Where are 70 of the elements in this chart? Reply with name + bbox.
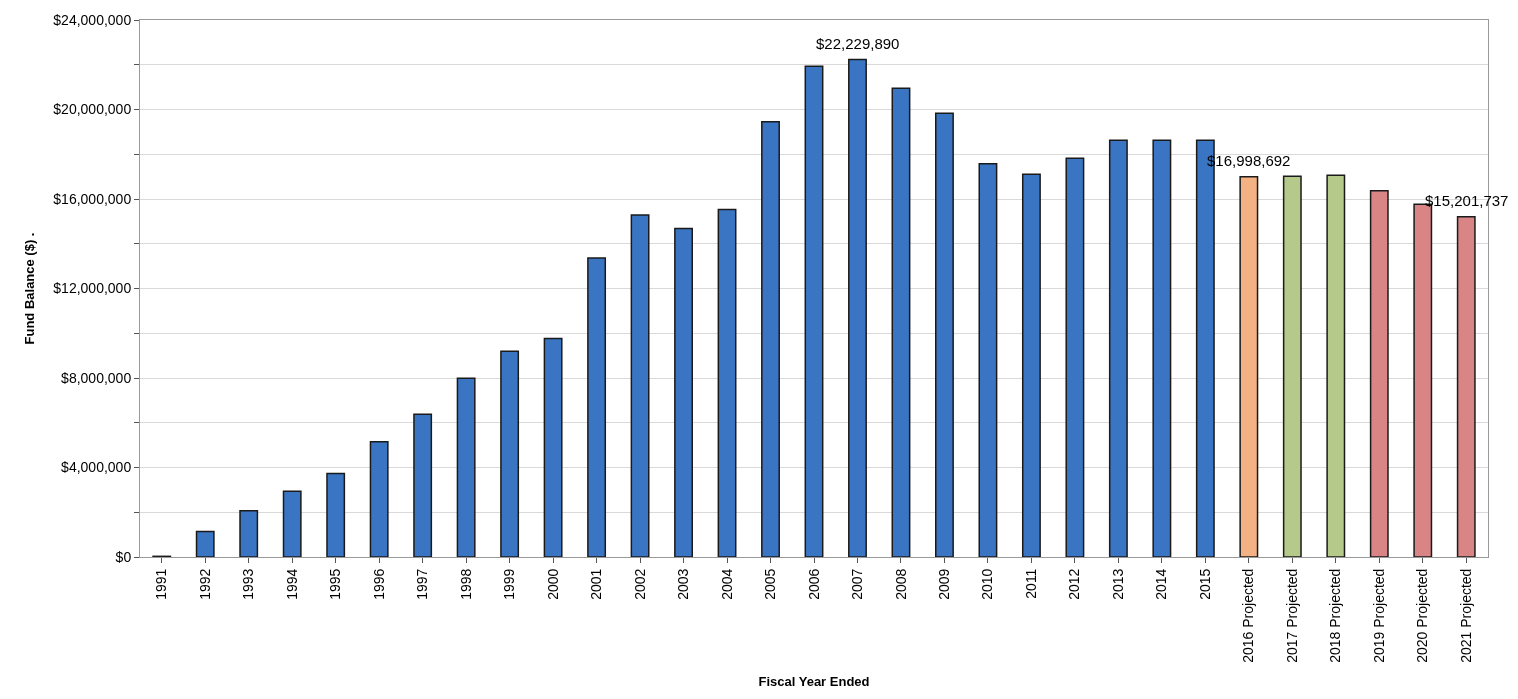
x-tick-label: 2019 Projected <box>1370 568 1387 663</box>
x-tick-label: 1994 <box>283 568 300 600</box>
x-tick-label: 1995 <box>327 568 344 600</box>
bar <box>587 257 607 557</box>
y-tick-label: $4,000,000 <box>61 459 132 476</box>
bar <box>500 350 520 557</box>
x-tick-label: 2009 <box>936 568 952 600</box>
bar <box>978 162 998 557</box>
x-tick-label: 2004 <box>718 568 735 600</box>
x-tick-label: 2007 <box>849 568 866 600</box>
bar <box>1239 175 1259 557</box>
bar <box>1282 175 1302 557</box>
x-axis-title: Fiscal Year Ended <box>758 674 870 690</box>
bar <box>1152 139 1172 557</box>
x-tick-label: 2001 <box>588 568 605 600</box>
bar <box>1065 157 1085 557</box>
x-tick-label: 1998 <box>457 568 474 600</box>
x-tick-label: 2011 <box>1022 568 1039 599</box>
bar <box>1021 173 1041 557</box>
bar <box>1108 139 1128 557</box>
x-tick-label: 1999 <box>501 568 518 600</box>
y-tick-label: $16,000,000 <box>53 190 132 207</box>
x-tick-label: 2021 Projected <box>1457 568 1474 663</box>
x-tick-label: 2012 <box>1066 568 1083 600</box>
x-tick-label: 1997 <box>414 568 431 600</box>
bar <box>282 490 302 557</box>
bar <box>630 214 650 557</box>
bar <box>1456 216 1476 557</box>
x-tick-label: 2020 Projected <box>1414 568 1431 663</box>
y-axis-title: Fund Balance ($) . <box>22 232 38 345</box>
bar <box>674 227 693 557</box>
bar <box>369 441 389 557</box>
x-tick-label: 2006 <box>805 568 822 600</box>
x-tick-label: 1993 <box>240 568 257 600</box>
x-tick-label: 2003 <box>675 568 692 600</box>
x-tick-label: 2005 <box>762 568 779 600</box>
x-tick-label: 2017 Projected <box>1283 568 1300 663</box>
bar <box>935 112 954 557</box>
x-tick-label: 1992 <box>196 568 213 600</box>
data-label: $15,201,737 <box>1425 192 1509 209</box>
bar <box>456 377 476 557</box>
bar <box>891 87 911 557</box>
bar <box>326 472 346 557</box>
y-tick-label: $20,000,000 <box>53 101 132 118</box>
bar <box>717 208 737 557</box>
bar <box>543 337 563 557</box>
x-tick-label: 2002 <box>631 568 648 600</box>
bar <box>1326 174 1346 557</box>
x-tick-label: 1991 <box>153 568 170 600</box>
y-tick-label: $8,000,000 <box>61 369 132 386</box>
x-tick-label: 2008 <box>892 568 909 600</box>
bar <box>413 413 433 557</box>
x-tick-label: 2016 Projected <box>1240 568 1257 663</box>
x-tick-label: 2013 <box>1109 568 1126 600</box>
x-tick-label: 1996 <box>370 568 387 600</box>
bar <box>761 121 780 557</box>
bar <box>1369 189 1389 557</box>
x-tick-label: 2015 <box>1196 568 1213 600</box>
y-tick-label: $24,000,000 <box>53 11 132 28</box>
x-tick-label: 2010 <box>979 568 996 600</box>
bar <box>195 530 215 557</box>
bar <box>848 58 867 557</box>
y-tick-label: $0 <box>115 548 132 565</box>
x-tick-label: 2000 <box>544 568 561 600</box>
bar <box>804 65 824 557</box>
bar <box>239 509 259 557</box>
y-tick-label: $12,000,000 <box>53 280 132 297</box>
x-tick-label: 2014 <box>1153 568 1170 600</box>
x-tick-label: 2018 Projected <box>1327 568 1344 663</box>
data-label: $22,229,890 <box>816 35 900 52</box>
